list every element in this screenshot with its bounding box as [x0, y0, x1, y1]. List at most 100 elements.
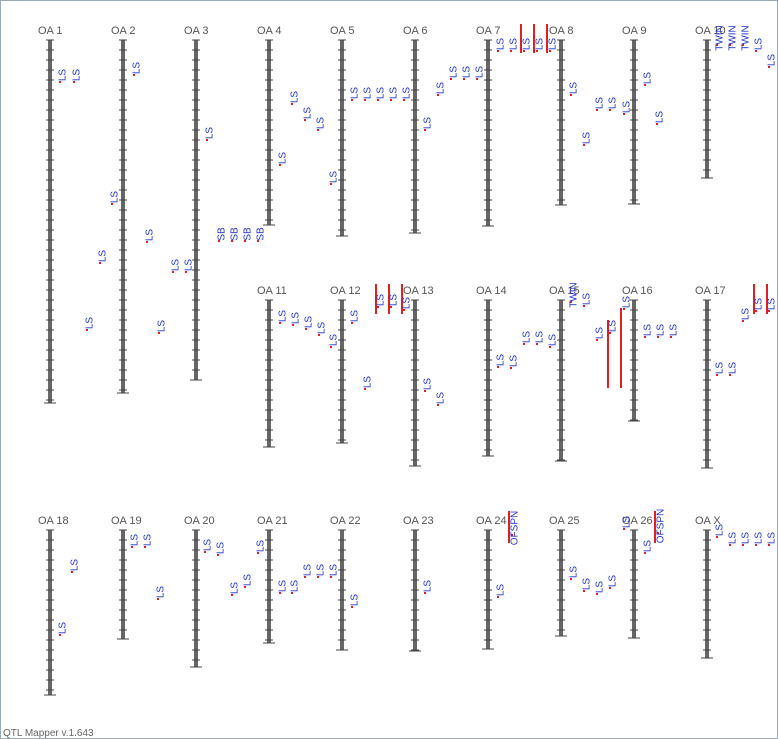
qtl-marker: [596, 339, 598, 341]
qtl-label: LS: [669, 324, 680, 337]
chromosome-label: OA 8: [549, 25, 573, 37]
qtl-marker: [71, 571, 73, 573]
footer: QTL Mapper v.1.643: [3, 728, 94, 739]
qtl-label: TWIN: [728, 25, 739, 51]
qtl-label: LS: [582, 293, 593, 306]
qtl-marker: [742, 320, 744, 322]
qtl-marker: [364, 388, 366, 390]
chromosome-bar: [632, 530, 636, 638]
chromosome-label: OA 4: [257, 25, 281, 37]
chromosome-bar: [559, 530, 563, 636]
chromosome-bar: [121, 40, 125, 393]
qtl-marker: [204, 551, 206, 553]
qtl-label: LS: [205, 127, 216, 140]
qtl-label: LS: [157, 320, 168, 333]
qtl-label: LS: [741, 532, 752, 545]
qtl-label: LS: [449, 66, 460, 79]
qtl-label: LS: [535, 331, 546, 344]
qtl-marker: [644, 336, 646, 338]
qtl-marker: [742, 44, 744, 46]
qtl-label: LS: [608, 575, 619, 588]
qtl-marker: [231, 240, 233, 242]
qtl-label: SB: [217, 227, 228, 241]
qtl-marker: [768, 310, 770, 312]
chromosome-label: OA 2: [111, 25, 135, 37]
qtl-marker: [768, 66, 770, 68]
qtl-label: LS: [278, 310, 289, 323]
qtl-label: LS: [304, 316, 315, 329]
qtl-marker: [111, 203, 113, 205]
chromosome-bar: [121, 530, 125, 639]
qtl-marker: [644, 84, 646, 86]
qtl-label: SB: [243, 227, 254, 241]
qtl-label: LS: [376, 294, 387, 307]
qtl-label: LS: [509, 38, 520, 51]
qtl-label: LS: [184, 259, 195, 272]
qtl-label: LS: [290, 91, 301, 104]
qtl-label: LS: [156, 586, 167, 599]
chromosome-bar: [413, 40, 417, 233]
qtl-marker: [609, 332, 611, 334]
qtl-label: LS: [70, 559, 81, 572]
qtl-marker: [497, 366, 499, 368]
qtl-marker: [133, 74, 135, 76]
qtl-marker: [403, 309, 405, 311]
qtl-label: LS: [535, 38, 546, 51]
qtl-marker: [244, 586, 246, 588]
chromosome-label: OA 11: [257, 285, 287, 297]
chromosome-label: OA 19: [111, 515, 142, 527]
qtl-marker: [73, 81, 75, 83]
qtl-marker: [536, 50, 538, 52]
chromosome-label: OA 23: [403, 515, 434, 527]
qtl-label: LS: [622, 516, 633, 529]
qtl-label: LS: [643, 540, 654, 553]
qtl-label: LS: [203, 539, 214, 552]
qtl-label: LS: [767, 298, 778, 311]
qtl-marker: [305, 328, 307, 330]
qtl-label: LS: [436, 392, 447, 405]
qtl-marker: [279, 322, 281, 324]
qtl-marker: [716, 536, 718, 538]
qtl-marker: [476, 78, 478, 80]
chromosome-label: OA 26: [622, 515, 653, 527]
qtl-marker: [172, 271, 174, 273]
qtl-marker: [390, 99, 392, 101]
qtl-marker: [424, 129, 426, 131]
qtl-label: LS: [363, 87, 374, 100]
qtl-label: LS: [715, 362, 726, 375]
chromosome-bar: [413, 300, 417, 466]
qtl-label: LS: [329, 334, 340, 347]
chromosome-label: OA 10: [695, 25, 726, 37]
qtl-marker: [609, 587, 611, 589]
qtl-marker: [523, 50, 525, 52]
qtl-marker: [583, 144, 585, 146]
qtl-label: LS: [548, 334, 559, 347]
chromosome-bar: [705, 40, 709, 178]
qtl-marker: [424, 390, 426, 392]
qtl-label: LS: [436, 82, 447, 95]
qtl-label: LS: [389, 294, 400, 307]
qtl-marker: [217, 554, 219, 556]
qtl-marker: [768, 544, 770, 546]
qtl-label: LS: [423, 580, 434, 593]
chromosome-bar: [632, 40, 636, 204]
qtl-marker: [497, 596, 499, 598]
qtl-marker: [231, 594, 233, 596]
qtl-marker: [755, 310, 757, 312]
qtl-marker: [206, 139, 208, 141]
qtl-marker: [424, 592, 426, 594]
qtl-marker: [437, 94, 439, 96]
qtl-marker: [570, 94, 572, 96]
qtl-label: OFSPN: [510, 511, 521, 545]
qtl-marker: [623, 528, 625, 530]
chromosome-bar: [486, 40, 490, 226]
qtl-label: LS: [303, 107, 314, 120]
qtl-label: LS: [423, 117, 434, 130]
qtl-marker: [623, 308, 625, 310]
qtl-label: LS: [595, 581, 606, 594]
qtl-marker: [437, 404, 439, 406]
qtl-marker: [657, 336, 659, 338]
chromosome-label: OA 6: [403, 25, 427, 37]
chromosome-bar: [340, 40, 344, 236]
